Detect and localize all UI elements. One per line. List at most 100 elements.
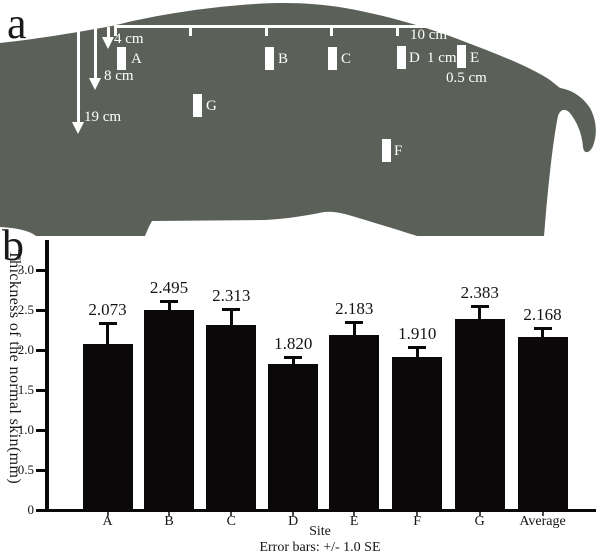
x-axis-title: Site [309, 524, 331, 539]
category-label: Average [519, 514, 566, 529]
bar-value-label: 2.313 [212, 285, 251, 305]
error-bar-stem [229, 309, 233, 325]
site-label-e: E [470, 50, 480, 66]
error-bar-stem [291, 358, 295, 365]
bar-average [517, 336, 568, 510]
pig-diagram [0, 3, 596, 236]
y-tick-label: 1.5 [17, 382, 34, 397]
arrow-down-icon [72, 122, 84, 134]
ruler-line [114, 25, 462, 28]
error-bar-cap [222, 307, 241, 311]
depth-arrow-4cm [107, 27, 110, 38]
arrow-down-icon [89, 78, 101, 90]
bar-c [206, 324, 257, 510]
bar-value-label: 1.820 [274, 334, 313, 353]
y-axis-title: Thickness of the normal skin(mm) [6, 250, 23, 485]
category-label: G [474, 514, 485, 529]
ruler-tick [396, 28, 399, 36]
error-bar-stem [478, 306, 482, 320]
arrow-down-icon [102, 37, 114, 49]
site-marker-d [397, 46, 406, 69]
bar-value-label: 1.910 [398, 323, 437, 343]
site-marker-c [328, 47, 337, 70]
bar-value-label: 2.383 [460, 282, 499, 302]
site-marker-g [193, 94, 202, 117]
panel-b-label: b [2, 221, 24, 270]
error-bar-stem [106, 324, 109, 345]
depth-arrow-19cm [77, 30, 80, 123]
site-marker-f [382, 139, 391, 162]
error-bars-footnote: Error bars: +/- 1.0 SE [259, 540, 381, 555]
y-tick-label: 2.5 [17, 302, 34, 317]
category-label: C [226, 514, 236, 529]
category-label: F [413, 514, 422, 529]
x-tick-mark [230, 512, 233, 516]
y-tick-mark [36, 308, 45, 312]
y-tick-label: 0 [27, 502, 35, 517]
bar-value-label: 2.495 [149, 277, 189, 297]
site-label-d: D [409, 50, 420, 66]
category-label: E [349, 514, 359, 529]
site-label-c: C [341, 51, 352, 67]
error-bar-cap [470, 304, 489, 308]
ruler-tick [114, 28, 117, 36]
bar-value-label: 2.183 [335, 299, 374, 319]
y-tick-label: 1.0 [17, 422, 34, 437]
category-label: B [164, 514, 174, 529]
site-label-f: F [394, 143, 403, 159]
x-tick-mark [478, 512, 481, 516]
ruler-tick [330, 28, 333, 36]
depth-arrow-4cm-label: 4 cm [114, 31, 144, 47]
category-label: D [288, 514, 299, 529]
error-bar-stem [541, 329, 544, 337]
x-tick-mark [168, 512, 170, 516]
depth-arrow-8cm-label: 8 cm [104, 68, 134, 84]
category-label: A [102, 514, 113, 529]
y-tick-mark [36, 268, 45, 272]
bar-e [329, 335, 380, 510]
error-bar-stem [352, 323, 356, 336]
pig-silhouette [0, 3, 596, 236]
site-label-a: A [131, 51, 142, 67]
x-tick-mark [353, 512, 356, 516]
error-bar-cap [345, 321, 364, 325]
bar-value-label: 2.073 [88, 300, 127, 320]
depth-arrow-19cm-label: 19 cm [84, 109, 122, 125]
site-marker-a [117, 47, 126, 70]
y-tick-label: 2.0 [17, 342, 34, 357]
error-bar-cap [160, 299, 178, 303]
x-tick-mark [106, 512, 109, 516]
y-tick-mark [36, 388, 45, 392]
y-tick-label: 3.0 [17, 262, 34, 277]
panel-a-label: a [7, 0, 27, 48]
y-tick-mark [36, 468, 45, 472]
depth-arrow-8cm [94, 27, 97, 79]
x-axis-line [44, 509, 596, 512]
y-tick-mark [36, 508, 45, 512]
error-bar-cap [284, 356, 303, 359]
site-label-g: G [206, 98, 217, 114]
bar-d [268, 364, 319, 510]
site-marker-e [457, 45, 466, 68]
error-bar-stem [415, 347, 419, 358]
x-tick-mark [541, 512, 544, 516]
ruler-tick [459, 28, 462, 36]
y-tick-mark [36, 348, 45, 352]
x-tick-mark [292, 512, 295, 516]
ruler-scale-label: 10 cm [410, 27, 448, 43]
error-bar-cap [533, 327, 552, 331]
site-marker-b [265, 47, 274, 70]
y-tick-mark [36, 428, 45, 432]
ruler-tick [189, 28, 192, 36]
ruler-tick [265, 28, 268, 36]
error-bar-stem [167, 301, 171, 311]
site-label-b: B [278, 51, 289, 67]
bar-value-label: 2.168 [523, 305, 562, 325]
bar-g [454, 319, 505, 510]
x-tick-mark [416, 512, 419, 516]
bar-a [82, 344, 133, 510]
y-tick-label: 0.5 [17, 462, 34, 477]
site-width-label: 1 cm [427, 50, 457, 66]
